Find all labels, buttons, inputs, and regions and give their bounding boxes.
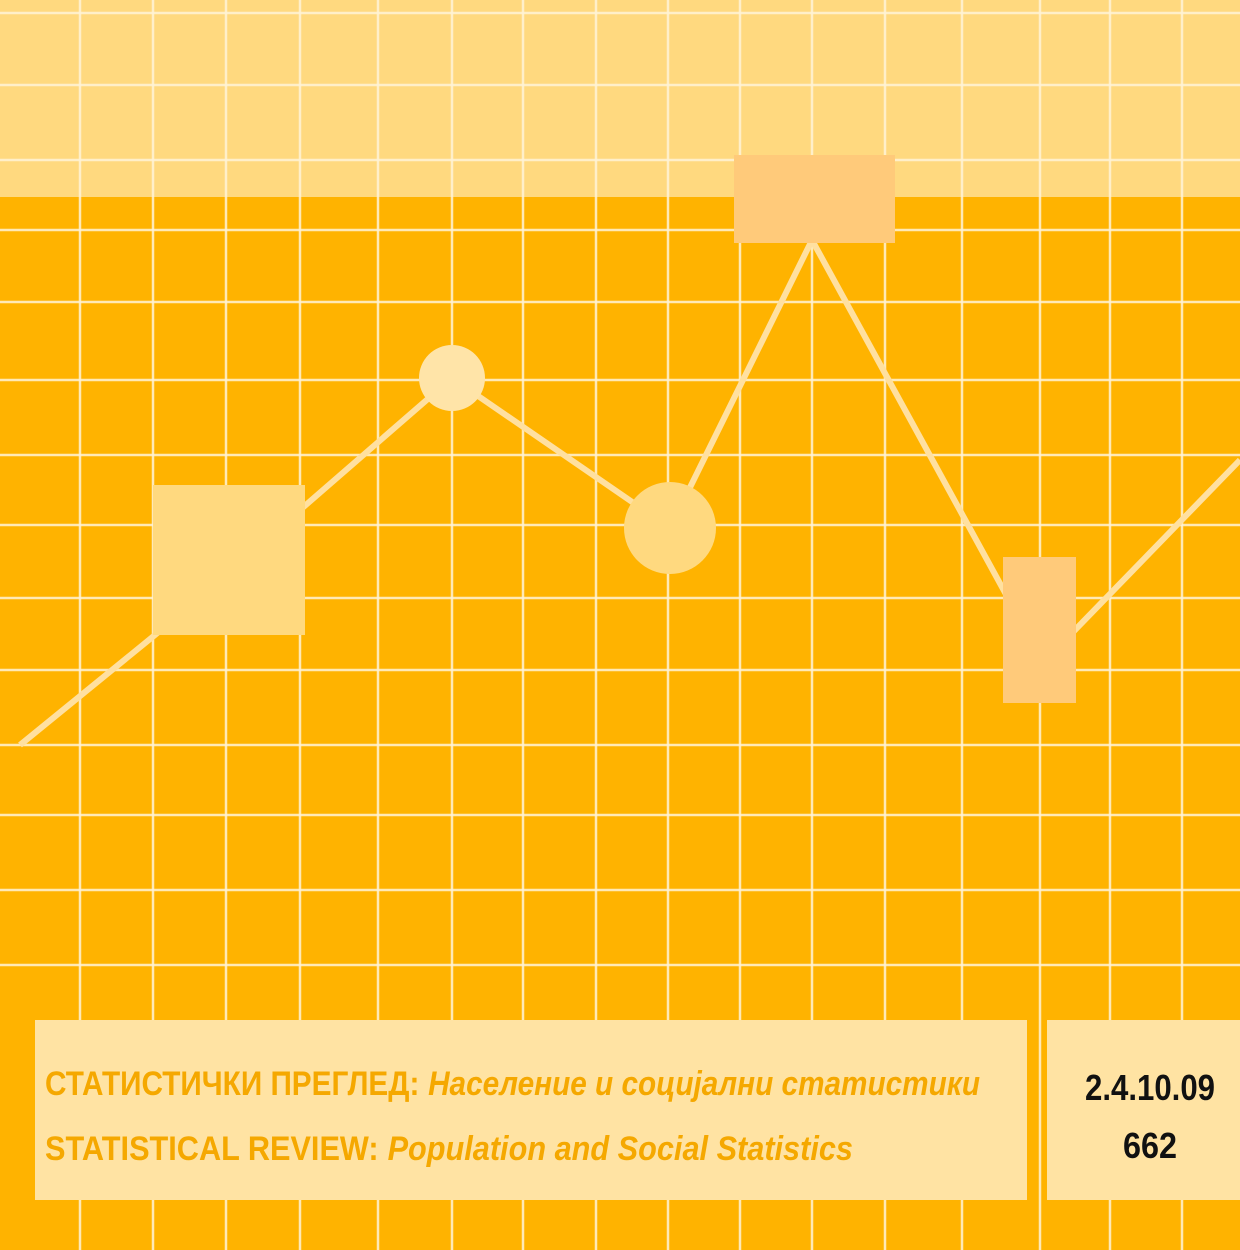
title-label: СТАТИСТИЧКИ ПРЕГЛЕД:: [45, 1065, 419, 1103]
decor-circle: [624, 482, 716, 574]
title-subtitle: Population and Social Statistics: [388, 1130, 853, 1168]
decor-rect: [1003, 557, 1076, 703]
decor-rect: [734, 155, 895, 243]
title-label: STATISTICAL REVIEW:: [45, 1130, 379, 1168]
number: 662: [1123, 1125, 1177, 1166]
code: 2.4.10.09: [1085, 1067, 1215, 1108]
title-line: STATISTICAL REVIEW:Population and Social…: [45, 1130, 853, 1168]
decor-square: [153, 485, 305, 635]
code-box: [1047, 1020, 1240, 1200]
title-subtitle: Население и социјални статистики: [428, 1065, 980, 1103]
decor-circle: [419, 345, 485, 411]
title-line: СТАТИСТИЧКИ ПРЕГЛЕД:Население и социјалн…: [45, 1065, 980, 1103]
top-band: [0, 0, 1240, 197]
title-box: [35, 1020, 1027, 1200]
